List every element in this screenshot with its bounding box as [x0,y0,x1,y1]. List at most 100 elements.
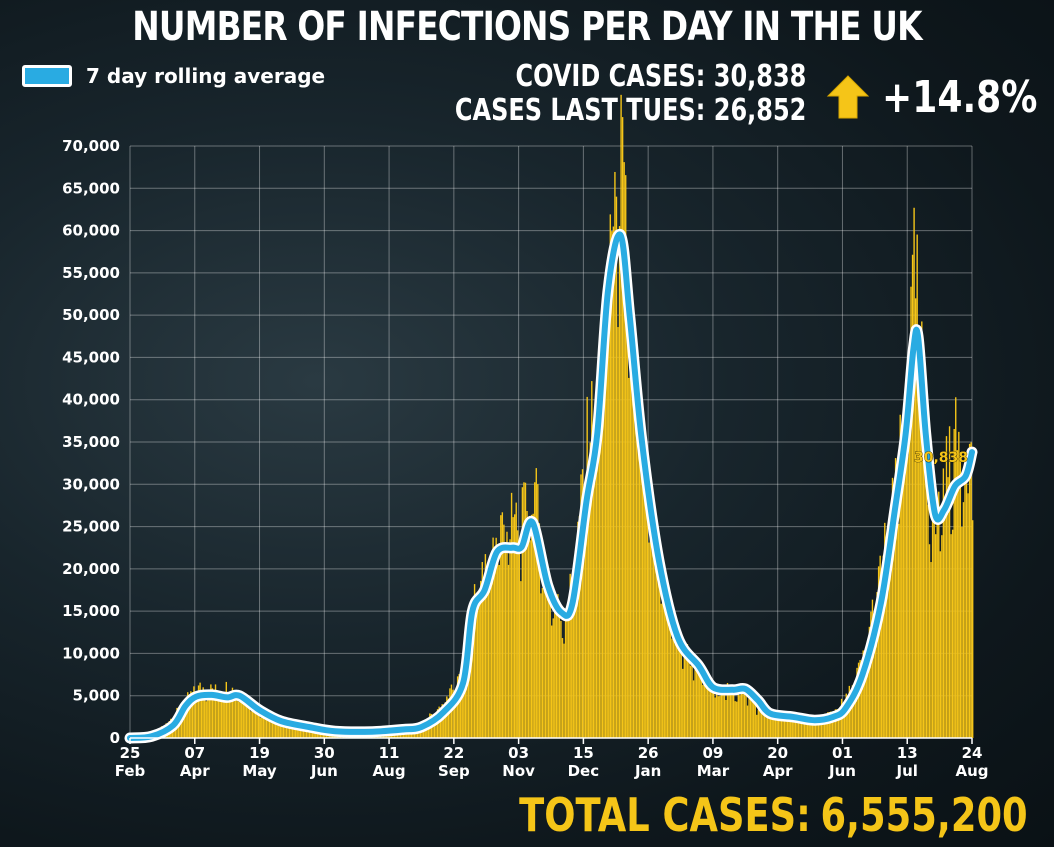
daily-bar [518,542,521,738]
daily-bar [506,531,508,738]
daily-bar [893,504,895,738]
daily-bar [881,572,883,738]
daily-bar [814,717,817,738]
daily-bar [529,540,531,738]
daily-bar [786,715,789,738]
daily-bar [720,692,723,738]
daily-bar [914,298,917,738]
daily-bar [867,642,869,738]
daily-bar [466,651,468,738]
daily-bar [876,592,878,738]
daily-bar [228,700,231,738]
daily-bar [694,661,696,738]
daily-bar [483,579,485,738]
daily-bar [586,396,588,738]
daily-bar [583,506,585,738]
daily-bar [910,286,912,738]
daily-bar [847,697,849,738]
daily-bar [207,698,209,738]
daily-bar [254,706,257,738]
daily-bar [655,536,658,738]
daily-bar [285,720,288,738]
daily-bar [686,644,689,738]
daily-bar [601,358,604,738]
daily-bar [657,569,659,738]
y-tick-label: 35,000 [62,433,120,451]
daily-bar [691,663,693,738]
daily-bar [782,714,784,738]
daily-bar [623,162,625,738]
daily-bar [301,725,303,738]
daily-bar [837,709,840,738]
daily-bar [972,520,974,738]
daily-bar [271,719,274,738]
daily-bar [509,539,511,738]
daily-bar [200,690,203,738]
daily-bar [614,171,616,739]
daily-bar [520,581,522,738]
daily-bar [557,594,559,738]
daily-bar [490,557,493,738]
daily-bar [584,513,587,738]
daily-bar [652,502,655,738]
daily-bar [788,717,790,738]
daily-bar [512,517,514,738]
daily-bar [544,559,547,738]
daily-bar [860,662,863,738]
daily-bar [278,717,280,738]
x-tick-day: 11 [379,744,400,762]
daily-bar [191,692,194,738]
daily-bar [569,573,571,738]
daily-bar [882,555,884,738]
x-tick-day: 19 [249,744,270,762]
daily-bar [632,324,635,738]
daily-bar [551,625,553,738]
daily-bar [819,715,821,738]
daily-bar [439,708,442,738]
y-tick-label: 0 [110,729,120,747]
daily-bar [928,544,931,738]
daily-bar [705,675,707,738]
daily-bar [856,667,858,738]
daily-bar [538,523,541,738]
daily-bar [245,697,248,738]
daily-bar [247,703,249,738]
daily-bar [950,534,952,738]
daily-bar [754,702,756,738]
daily-bar [834,709,837,738]
daily-bar [742,691,744,738]
daily-bar [264,713,266,738]
daily-bar [503,524,505,738]
daily-bar [757,709,760,738]
daily-bar [199,682,201,738]
daily-bar [862,650,864,738]
daily-bar [239,700,241,738]
daily-bar [507,564,510,738]
daily-bar [447,698,450,738]
y-tick-label: 20,000 [62,560,120,578]
daily-bar [697,657,699,738]
daily-bar [475,614,477,738]
daily-bar [597,390,599,738]
daily-bar [797,718,800,738]
daily-bar [762,710,764,738]
daily-bar [253,702,255,738]
daily-bar [896,513,898,738]
daily-bar [695,671,698,738]
daily-bar [803,716,806,738]
daily-bar [823,713,826,738]
daily-bar [446,696,448,738]
daily-bar [654,516,656,738]
daily-bar [478,603,480,738]
daily-bar [916,234,918,739]
daily-bar [666,610,669,738]
x-tick-day: 09 [702,744,723,762]
daily-bar [637,419,639,738]
daily-bar [208,694,211,738]
daily-bar [463,662,465,738]
daily-bar [813,716,815,738]
daily-bar [902,422,904,738]
daily-bar [634,341,636,738]
daily-bar [486,589,488,738]
daily-bar [241,699,243,738]
